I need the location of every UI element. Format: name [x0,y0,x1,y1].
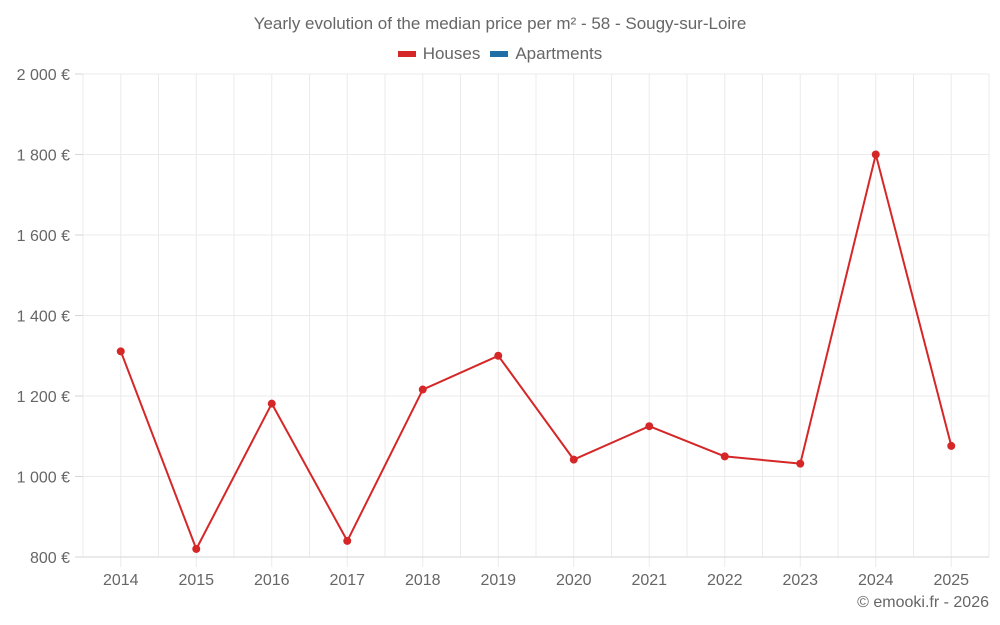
chart-title: Yearly evolution of the median price per… [253,14,747,33]
x-tick-label: 2020 [556,572,592,589]
x-tick-label: 2014 [103,572,139,589]
y-axis: 800 € 1 000 € 1 200 € 1 400 € 1 600 € 1 800 €… [17,67,83,567]
data-point-marker [343,536,352,545]
apartments-swatch-icon [490,51,509,57]
data-point-marker [116,347,125,356]
x-tick-label: 2018 [405,572,441,589]
x-tick-label: 2017 [329,572,365,589]
data-point-marker [192,544,201,553]
data-point-marker [494,351,503,360]
y-tick-label: 1 200 € [17,389,70,406]
x-tick-label: 2022 [707,572,743,589]
x-tick-label: 2015 [178,572,214,589]
houses-swatch-icon [397,51,416,57]
y-tick-label: 1 600 € [17,228,70,245]
x-tick-label: 2019 [480,572,516,589]
data-point-marker [645,422,654,431]
legend-label-apartments: Apartments [515,44,603,63]
data-point-marker [267,399,276,408]
gridlines [82,73,990,567]
houses-line [119,153,953,550]
y-tick-label: 800 € [30,550,70,567]
x-tick-label: 2025 [933,572,969,589]
data-point-marker [720,452,729,461]
y-tick-label: 1 800 € [17,148,70,165]
houses-series [116,150,956,553]
legend-label-houses: Houses [422,44,481,63]
x-tick-label: 2016 [254,572,290,589]
x-tick-label: 2023 [782,572,818,589]
data-point-marker [796,459,805,468]
legend-item-apartments[interactable]: Apartments [490,44,602,64]
data-point-marker [871,150,880,159]
y-tick-label: 1 000 € [17,470,70,487]
x-axis: 2014 2015 2016 2017 2018 2019 2020 2021 2022 2023… [83,556,989,589]
x-tick-label: 2021 [631,572,667,589]
x-tick-label: 2024 [858,572,894,589]
y-tick-label: 1 400 € [17,309,70,326]
copyright-credit: © emooki.fr - 2026 [857,594,989,611]
legend-item-houses[interactable]: Houses [397,44,481,64]
legend: Houses Apartments [0,44,1000,64]
data-point-marker [418,385,427,394]
data-point-marker [569,455,578,464]
y-tick-label: 2 000 € [17,67,70,84]
data-point-marker [947,441,956,450]
